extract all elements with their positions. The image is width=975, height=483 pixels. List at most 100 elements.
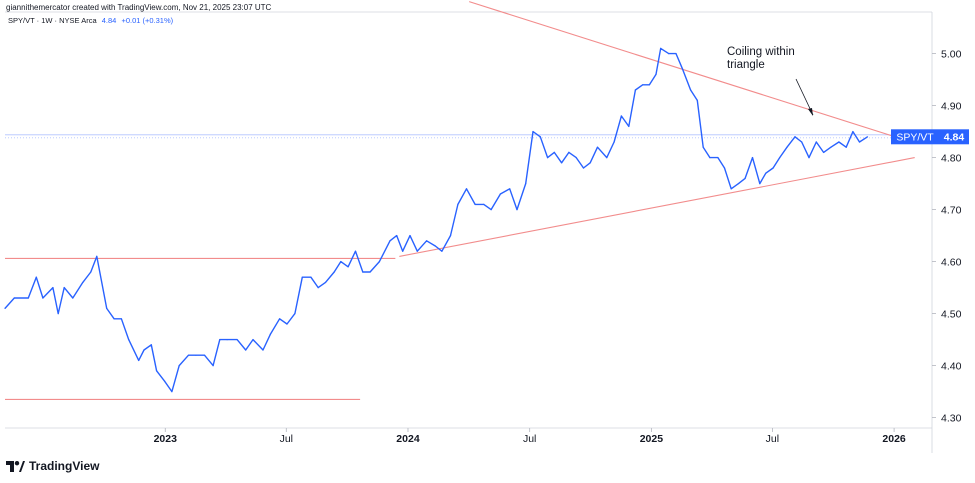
price-point <box>525 183 527 185</box>
price-point <box>409 235 411 237</box>
price-point <box>378 261 380 263</box>
y-tick-label: 4.90 <box>941 101 962 113</box>
symbol-legend[interactable]: SPY/VT · 1W · NYSE Arca 4.84 +0.01 (+0.3… <box>8 16 173 25</box>
price-point <box>596 146 599 148</box>
price-point <box>389 240 391 242</box>
trendlines <box>5 1 915 400</box>
tradingview-brand: TradingView <box>29 459 100 473</box>
price-point <box>547 157 549 159</box>
x-tick-label: Jul <box>523 433 536 445</box>
price-point <box>568 151 570 153</box>
price-point <box>474 203 476 205</box>
price-point <box>317 287 319 289</box>
x-tick-label: Jul <box>766 433 779 445</box>
price-point <box>369 271 371 273</box>
annotation-text-line2: triangle <box>727 59 765 71</box>
price-point <box>178 365 180 367</box>
price-point <box>648 84 651 86</box>
price-point <box>808 157 810 159</box>
price-point <box>396 235 398 237</box>
trendline-1 <box>399 157 915 257</box>
price-point <box>347 266 349 268</box>
price-point <box>4 307 6 309</box>
price-point <box>324 281 327 283</box>
price-point <box>779 157 781 159</box>
price-point <box>426 240 428 242</box>
price-point <box>106 307 108 309</box>
price-point <box>362 271 364 273</box>
y-axis: 4.30 4.40 4.50 4.60 4.70 4.80 4.90 5.00 <box>932 49 962 425</box>
price-point <box>668 53 670 55</box>
price-point <box>143 349 145 351</box>
price-point <box>823 151 825 153</box>
price-point <box>269 333 271 335</box>
y-tick-label: 4.30 <box>941 413 962 425</box>
price-point <box>402 250 404 252</box>
last-price: 4.84 <box>101 16 117 25</box>
price-point <box>483 203 485 205</box>
price-point <box>660 47 662 50</box>
price-point <box>516 209 518 211</box>
price-point <box>245 349 247 351</box>
price-point <box>634 89 637 91</box>
price-point <box>96 255 98 257</box>
price-point <box>815 141 817 143</box>
annotation-layer: Coiling within triangle <box>727 46 814 116</box>
y-tick-label: 4.50 <box>941 309 962 321</box>
price-point <box>171 391 173 393</box>
chart-grid <box>5 11 933 453</box>
price-point <box>120 318 122 320</box>
price-point <box>737 183 740 185</box>
price-point <box>203 354 206 356</box>
price-point <box>801 141 803 143</box>
price-line-series[interactable] <box>4 47 868 393</box>
price-point <box>702 146 704 148</box>
price-point <box>628 125 630 127</box>
price-badge: SPY/VT 4.84 <box>891 129 969 145</box>
price-point <box>723 167 726 169</box>
price-change: +0.01 (+0.31%) <box>121 16 174 25</box>
price-point <box>682 68 684 70</box>
price-point <box>830 146 832 148</box>
tradingview-logo-icon <box>6 460 25 472</box>
price-point <box>416 250 418 252</box>
series-layer <box>4 47 869 393</box>
price-point <box>786 146 788 148</box>
price-point <box>589 162 591 164</box>
price-point <box>765 172 767 174</box>
price-point <box>138 359 140 361</box>
chart-credit: giannithemercator created with TradingVi… <box>6 3 272 12</box>
price-point <box>532 131 534 133</box>
price-point <box>57 313 59 315</box>
price-point <box>509 188 511 190</box>
y-tick-label: 4.40 <box>941 361 962 373</box>
price-point <box>709 157 711 159</box>
annotation-text-line1: Coiling within <box>727 46 795 58</box>
price-point <box>730 188 732 190</box>
price-point <box>434 245 436 247</box>
price-point <box>279 318 281 320</box>
price-point <box>772 167 774 169</box>
price-point <box>333 271 335 273</box>
price-point <box>82 281 84 283</box>
x-tick-label: 2025 <box>640 433 664 445</box>
price-point <box>613 141 615 143</box>
price-point <box>212 365 214 367</box>
price-point <box>457 203 459 205</box>
price-point <box>128 339 130 341</box>
x-axis: 2023 Jul 2024 Jul 2025 Jul 2026 <box>154 428 906 445</box>
tradingview-logo[interactable]: TradingView <box>6 459 99 473</box>
price-point <box>696 99 698 101</box>
price-point <box>42 297 44 299</box>
trendline-2 <box>468 1 912 143</box>
price-point <box>858 141 861 143</box>
x-tick-label: 2026 <box>882 433 906 445</box>
price-point <box>301 276 303 278</box>
price-point <box>52 287 54 289</box>
price-point <box>262 349 264 351</box>
price-point <box>852 131 854 133</box>
price-point <box>575 157 577 159</box>
price-point <box>838 141 840 143</box>
badge-value: 4.84 <box>944 131 965 143</box>
